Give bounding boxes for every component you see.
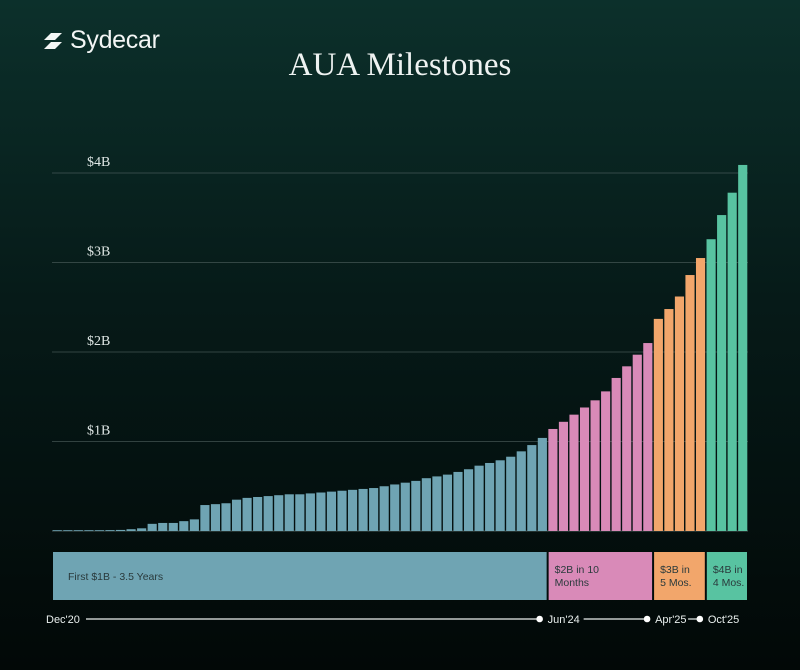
- bar: [590, 400, 600, 531]
- bar: [316, 492, 326, 531]
- milestone-band-label: 5 Mos.: [660, 577, 692, 589]
- bar: [63, 530, 73, 531]
- bar: [632, 354, 642, 531]
- milestone-band: [53, 552, 547, 600]
- bar: [295, 494, 305, 531]
- bar: [94, 530, 105, 531]
- milestone-band-label: Months: [555, 577, 589, 589]
- bar: [421, 478, 431, 531]
- bar: [506, 456, 516, 531]
- bar: [369, 488, 379, 531]
- milestone-band-label: $3B in: [660, 564, 690, 576]
- bar: [274, 495, 284, 531]
- bar: [390, 484, 400, 531]
- bar: [695, 258, 706, 531]
- bar: [558, 421, 569, 531]
- bar: [84, 530, 94, 531]
- milestone-band-label: 4 Mos.: [713, 577, 745, 589]
- bar: [126, 529, 136, 531]
- bar: [432, 476, 442, 531]
- bar: [400, 482, 410, 531]
- timeline-label: Dec'20: [46, 614, 80, 626]
- chart-title: AUA Milestones: [288, 47, 512, 83]
- bar: [643, 343, 653, 531]
- bar: [706, 239, 716, 532]
- bar: [548, 428, 558, 531]
- bar: [527, 445, 537, 531]
- bar: [622, 366, 632, 531]
- bar: [474, 465, 484, 531]
- y-tick-label: $2B: [87, 334, 110, 349]
- bar: [115, 529, 126, 531]
- bar: [379, 486, 389, 531]
- bar: [337, 490, 347, 531]
- bar: [579, 407, 590, 531]
- timeline-dot: [536, 615, 543, 623]
- timeline-label: Jun'24: [548, 614, 580, 626]
- timeline-label: Apr'25: [655, 614, 686, 626]
- bar: [263, 496, 273, 531]
- bar: [147, 523, 157, 531]
- bar: [168, 522, 178, 531]
- bar: [516, 451, 526, 531]
- bar: [73, 530, 83, 531]
- bar: [537, 437, 547, 531]
- sydecar-slash-icon: [44, 32, 62, 49]
- milestone-band: [548, 552, 653, 600]
- bar: [200, 505, 210, 531]
- bar: [674, 296, 685, 531]
- bar: [463, 469, 474, 531]
- bar: [242, 497, 252, 531]
- bar: [284, 494, 294, 531]
- bar: [305, 493, 315, 531]
- timeline-dot: [696, 615, 704, 623]
- bar: [52, 530, 62, 531]
- bar: [442, 474, 453, 531]
- bar: [569, 414, 579, 531]
- bar: [179, 521, 189, 531]
- milestone-band: [706, 552, 747, 600]
- bar: [727, 192, 737, 531]
- bar: [231, 499, 242, 531]
- bar: [253, 496, 263, 531]
- bar: [137, 528, 147, 531]
- milestone-band-label: $4B in: [713, 564, 743, 576]
- bar: [210, 504, 221, 531]
- y-tick-label: $4B: [87, 155, 110, 170]
- bar: [653, 318, 663, 531]
- bar: [685, 275, 695, 531]
- milestone-band-label: First $1B - 3.5 Years: [68, 571, 163, 583]
- brand-logo: Sydecar: [42, 26, 160, 55]
- bar: [453, 471, 463, 531]
- bar: [611, 377, 621, 531]
- bar: [358, 488, 368, 531]
- bar: [158, 522, 168, 531]
- bar: [221, 503, 231, 531]
- bar: [485, 462, 495, 531]
- bar: [326, 491, 337, 531]
- y-tick-label: $1B: [87, 424, 110, 439]
- milestone-band: [654, 552, 705, 600]
- milestone-band-label: $2B in 10: [555, 564, 600, 576]
- bar: [601, 391, 611, 531]
- bar: [664, 309, 674, 531]
- bar: [189, 519, 199, 531]
- bar: [738, 164, 748, 531]
- bar: [495, 460, 505, 531]
- y-tick-label: $3B: [87, 245, 110, 260]
- timeline-dot: [643, 615, 651, 623]
- bar: [105, 530, 115, 531]
- bar: [411, 480, 421, 531]
- timeline-label: Oct'25: [708, 614, 739, 626]
- bar: [347, 489, 358, 531]
- brand-name: Sydecar: [70, 26, 160, 54]
- bar: [717, 215, 727, 531]
